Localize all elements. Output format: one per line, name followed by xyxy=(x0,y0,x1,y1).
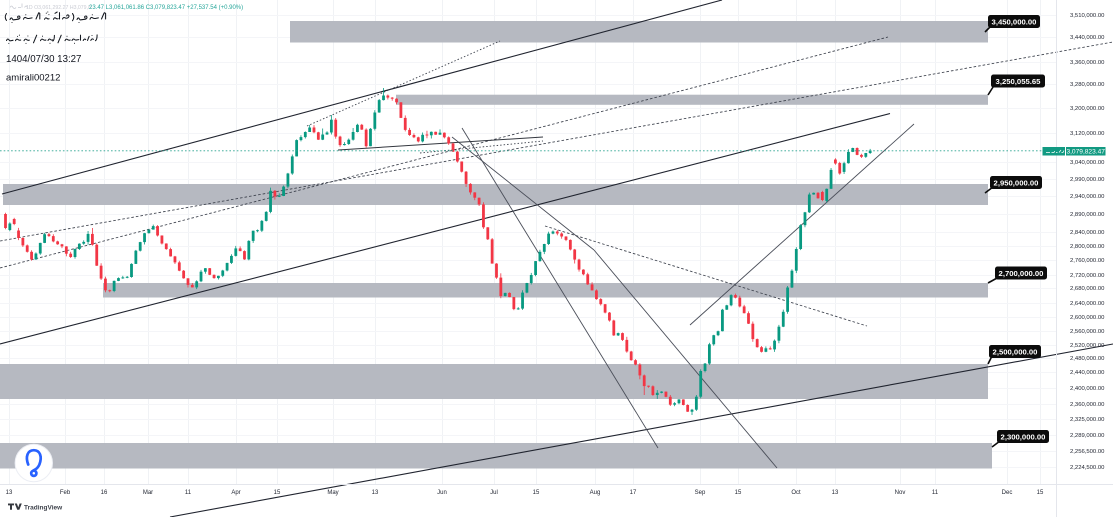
svg-text:17: 17 xyxy=(630,490,637,496)
svg-text:11: 11 xyxy=(185,490,192,496)
svg-text:2,640,000.00: 2,640,000.00 xyxy=(1070,301,1105,307)
svg-text:amirali00212: amirali00212 xyxy=(6,73,60,84)
svg-text:2,760,000.00: 2,760,000.00 xyxy=(1070,258,1105,264)
svg-text:3,510,000.00: 3,510,000.00 xyxy=(1070,13,1105,19)
svg-text:2,400,000.00: 2,400,000.00 xyxy=(1070,386,1105,392)
svg-text:2,890,000.00: 2,890,000.00 xyxy=(1070,212,1105,218)
svg-text:3,440,000.00: 3,440,000.00 xyxy=(1070,35,1105,41)
svg-text:2,680,000.00: 2,680,000.00 xyxy=(1070,286,1105,292)
svg-text:May: May xyxy=(327,490,338,496)
svg-text:2,840,000.00: 2,840,000.00 xyxy=(1070,230,1105,236)
svg-text:Aug: Aug xyxy=(590,490,601,496)
svg-text:Apr: Apr xyxy=(231,490,240,496)
svg-text:Jul: Jul xyxy=(490,490,498,496)
svg-text:2,360,000.00: 2,360,000.00 xyxy=(1070,402,1105,408)
svg-text:2,480,000.00: 2,480,000.00 xyxy=(1070,356,1105,362)
svg-text:2,325,000.00: 2,325,000.00 xyxy=(1070,417,1105,423)
svg-text:23.47 L3,061,061.86 C3,079,823: 23.47 L3,061,061.86 C3,079,823.47 +27,53… xyxy=(89,5,243,11)
svg-text:13: 13 xyxy=(6,490,13,496)
svg-text:Nov: Nov xyxy=(895,490,906,496)
svg-text:2,720,000.00: 2,720,000.00 xyxy=(1070,273,1105,279)
svg-text:3,280,000.00: 3,280,000.00 xyxy=(1070,82,1105,88)
svg-text:2,700,000.00: 2,700,000.00 xyxy=(999,269,1044,278)
svg-text:3,250,055.65: 3,250,055.65 xyxy=(996,77,1042,86)
svg-text:2,500,000.00: 2,500,000.00 xyxy=(993,348,1038,357)
svg-text:2,990,000.00: 2,990,000.00 xyxy=(1070,177,1105,183)
svg-text:2,940,000.00: 2,940,000.00 xyxy=(1070,194,1105,200)
svg-text:Feb: Feb xyxy=(60,490,71,496)
svg-text:11: 11 xyxy=(932,490,939,496)
svg-text:1D O3,061,292.27 H3,079,8: 1D O3,061,292.27 H3,079,8 xyxy=(26,5,91,11)
svg-text:Jun: Jun xyxy=(437,490,447,496)
svg-text:Dec: Dec xyxy=(1002,490,1013,496)
svg-text:2,289,000.00: 2,289,000.00 xyxy=(1070,433,1105,439)
svg-text:15: 15 xyxy=(274,490,281,496)
svg-text:2,256,500.00: 2,256,500.00 xyxy=(1070,449,1105,455)
svg-text:3,079,823.47: 3,079,823.47 xyxy=(1066,149,1105,156)
svg-text:13: 13 xyxy=(832,490,839,496)
svg-text:2,520,000.00: 2,520,000.00 xyxy=(1070,343,1105,349)
svg-text:15: 15 xyxy=(533,490,540,496)
svg-text:TradingView: TradingView xyxy=(24,505,63,512)
svg-text:1404/07/30 13:27: 1404/07/30 13:27 xyxy=(6,54,81,65)
svg-text:3,040,000.00: 3,040,000.00 xyxy=(1070,160,1105,166)
svg-text:2,300,000.00: 2,300,000.00 xyxy=(1001,433,1046,442)
svg-text:16: 16 xyxy=(101,490,108,496)
svg-text:3,360,000.00: 3,360,000.00 xyxy=(1070,60,1105,66)
svg-text:3,120,000.00: 3,120,000.00 xyxy=(1070,131,1105,137)
svg-text:2,224,500.00: 2,224,500.00 xyxy=(1070,465,1105,471)
svg-text:15: 15 xyxy=(735,490,742,496)
svg-text:Sep: Sep xyxy=(695,490,706,496)
svg-text:Oct: Oct xyxy=(791,490,801,496)
svg-text:15: 15 xyxy=(1037,490,1044,496)
svg-text:2,560,000.00: 2,560,000.00 xyxy=(1070,329,1105,335)
svg-text:3,200,000.00: 3,200,000.00 xyxy=(1070,106,1105,112)
svg-text:3,450,000.00: 3,450,000.00 xyxy=(992,18,1037,27)
svg-text:2,800,000.00: 2,800,000.00 xyxy=(1070,244,1105,250)
svg-text:2,440,000.00: 2,440,000.00 xyxy=(1070,370,1105,376)
svg-text:2,600,000.00: 2,600,000.00 xyxy=(1070,315,1105,321)
svg-text:Mar: Mar xyxy=(143,490,153,496)
svg-text:13: 13 xyxy=(372,490,379,496)
svg-text:2,950,000.00: 2,950,000.00 xyxy=(994,179,1039,188)
